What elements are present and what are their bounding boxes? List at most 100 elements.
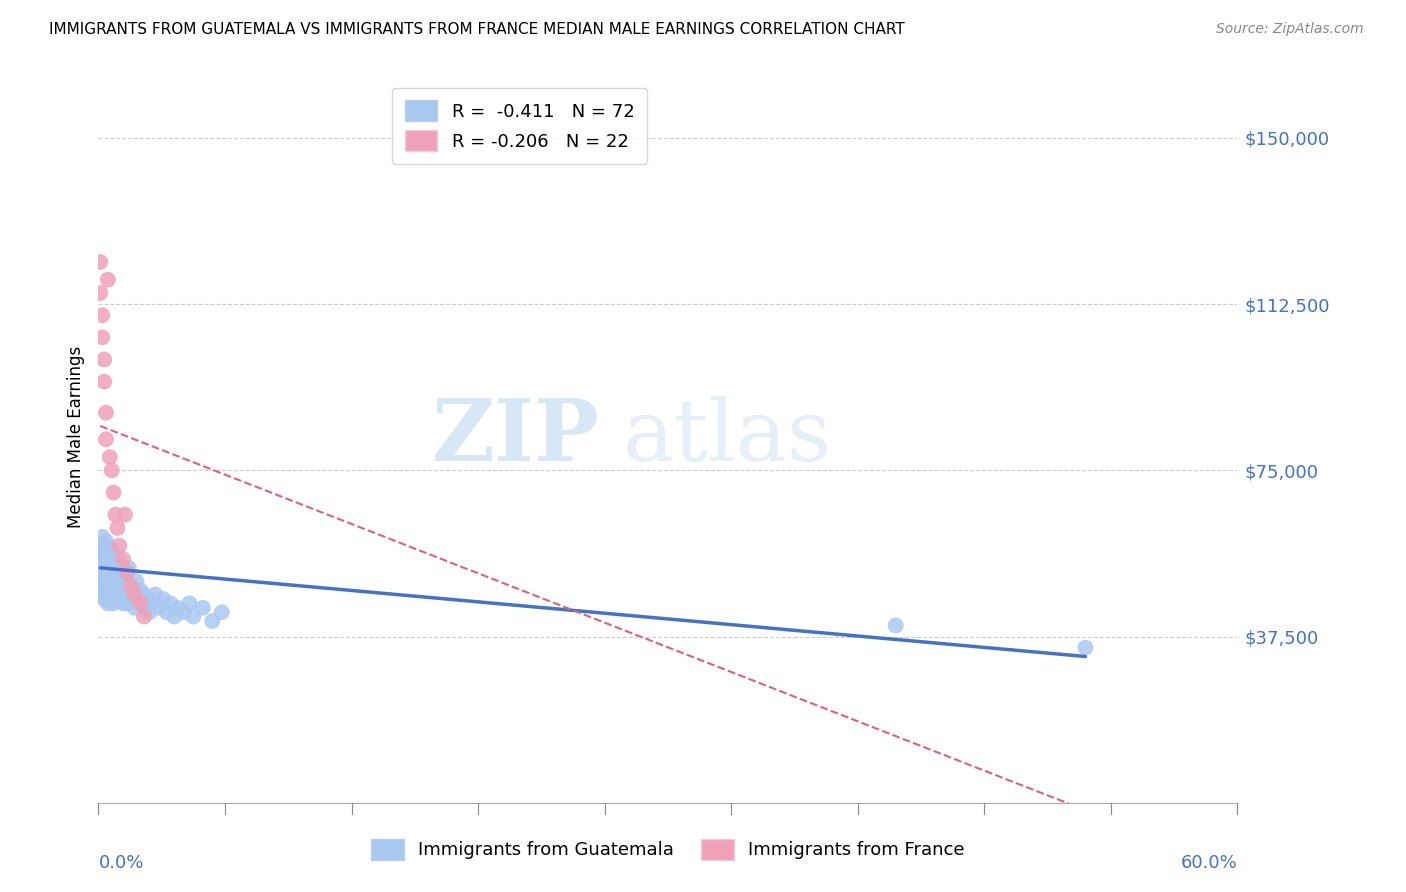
Point [173, 605, 195, 619]
Point [112, 552, 135, 566]
Point [112, 574, 135, 589]
Point [93, 375, 115, 389]
Point [127, 587, 149, 601]
Point [129, 596, 152, 610]
Point [179, 596, 201, 610]
Point [131, 596, 153, 610]
Point [100, 587, 122, 601]
Point [108, 539, 131, 553]
Point [191, 600, 214, 615]
Point [100, 463, 122, 477]
Point [167, 600, 190, 615]
Point [104, 561, 127, 575]
Point [120, 578, 142, 592]
Point [89, 285, 111, 300]
Point [94, 552, 117, 566]
Point [118, 561, 141, 575]
Point [91, 530, 114, 544]
Point [110, 582, 132, 597]
Point [183, 609, 205, 624]
Legend: Immigrants from Guatemala, Immigrants from France: Immigrants from Guatemala, Immigrants fr… [364, 831, 972, 867]
Point [112, 596, 135, 610]
Point [145, 587, 167, 601]
Point [103, 574, 125, 589]
Point [97, 578, 120, 592]
Point [107, 570, 129, 584]
Point [132, 587, 155, 601]
Text: 60.0%: 60.0% [1181, 854, 1237, 872]
Point [107, 591, 129, 606]
Point [110, 561, 132, 575]
Text: IMMIGRANTS FROM GUATEMALA VS IMMIGRANTS FROM FRANCE MEDIAN MALE EARNINGS CORRELA: IMMIGRANTS FROM GUATEMALA VS IMMIGRANTS … [49, 22, 905, 37]
Point [98, 552, 121, 566]
Point [120, 582, 142, 597]
Point [89, 552, 111, 566]
Point [94, 591, 117, 606]
Point [103, 485, 125, 500]
Point [91, 548, 114, 562]
Point [108, 566, 131, 580]
Point [1074, 640, 1097, 655]
Point [93, 543, 115, 558]
Point [121, 591, 143, 606]
Point [94, 432, 117, 446]
Point [108, 587, 131, 601]
Point [107, 521, 129, 535]
Point [93, 352, 115, 367]
Point [98, 591, 121, 606]
Point [94, 574, 117, 589]
Text: atlas: atlas [623, 395, 831, 479]
Point [97, 539, 120, 553]
Point [129, 582, 152, 597]
Point [132, 609, 155, 624]
Point [97, 561, 120, 575]
Point [104, 508, 127, 522]
Point [91, 308, 114, 322]
Point [93, 578, 115, 592]
Point [98, 450, 121, 464]
Point [91, 330, 114, 344]
Point [136, 591, 159, 606]
Point [114, 508, 136, 522]
Point [138, 605, 160, 619]
Point [125, 574, 148, 589]
Point [100, 566, 122, 580]
Point [124, 587, 146, 601]
Point [94, 406, 117, 420]
Point [114, 566, 136, 580]
Point [201, 614, 224, 628]
Point [115, 596, 138, 610]
Point [152, 591, 174, 606]
Point [93, 561, 115, 575]
Point [91, 582, 114, 597]
Point [97, 596, 120, 610]
Point [94, 534, 117, 549]
Point [156, 605, 179, 619]
Point [93, 591, 115, 606]
Text: ZIP: ZIP [432, 395, 599, 479]
Point [159, 596, 181, 610]
Point [107, 552, 129, 566]
Text: 0.0%: 0.0% [98, 854, 143, 872]
Point [100, 543, 122, 558]
Point [98, 574, 121, 589]
Point [89, 539, 111, 553]
Point [91, 566, 114, 580]
Text: Source: ZipAtlas.com: Source: ZipAtlas.com [1216, 22, 1364, 37]
Point [163, 609, 186, 624]
Point [141, 596, 163, 610]
Point [211, 605, 233, 619]
Point [115, 566, 138, 580]
Point [89, 574, 111, 589]
Point [97, 273, 120, 287]
Point [89, 255, 111, 269]
Y-axis label: Median Male Earnings: Median Male Earnings [66, 346, 84, 528]
Point [103, 557, 125, 571]
Point [135, 600, 157, 615]
Point [103, 596, 125, 610]
Point [104, 582, 127, 597]
Point [114, 587, 136, 601]
Point [884, 618, 907, 632]
Point [124, 600, 146, 615]
Point [115, 574, 138, 589]
